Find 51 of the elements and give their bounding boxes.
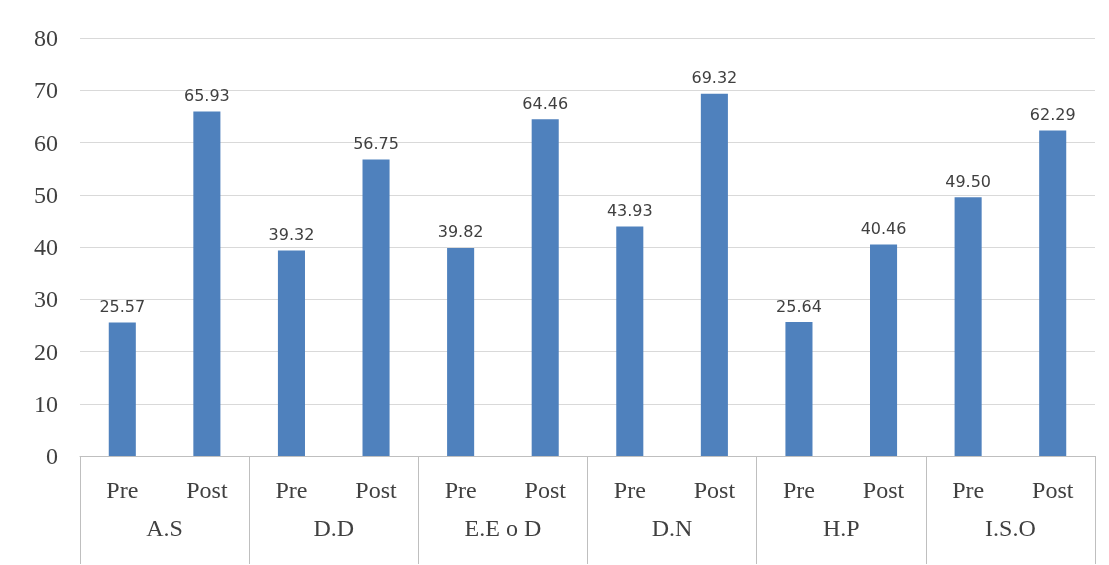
bar: [1039, 130, 1067, 456]
x-tick-label: Post: [524, 477, 567, 503]
bar: [193, 111, 221, 456]
text: D.D: [313, 515, 355, 541]
data-label: 39.82: [437, 222, 484, 242]
data-label: 25.57: [99, 296, 146, 316]
data-label: 62.29: [1029, 105, 1076, 125]
x-tick-label: Post: [693, 477, 736, 503]
bar: [277, 250, 305, 456]
text: I.S.O: [985, 515, 1036, 541]
x-tick-label: Pre: [952, 477, 985, 503]
bar: [362, 159, 390, 456]
bar: [870, 244, 898, 456]
x-tick-label: Post: [355, 477, 398, 503]
y-tick-label: 60: [34, 129, 58, 156]
x-tick-label: Pre: [106, 477, 139, 503]
bar: [447, 247, 475, 456]
y-tick-label: 30: [34, 286, 58, 313]
x-tick-label: Pre: [275, 477, 308, 503]
y-tick-label: 70: [34, 77, 58, 104]
x-tick-label: Pre: [782, 477, 815, 503]
y-tick-label: 80: [34, 25, 58, 51]
x-tick-label: Post: [186, 477, 228, 503]
data-label: 65.93: [183, 86, 230, 106]
bar: [531, 119, 559, 456]
text: H.P: [822, 515, 860, 541]
y-tick-label: 40: [34, 234, 58, 260]
data-label: 69.32: [691, 68, 738, 88]
text: D.N: [651, 515, 693, 541]
y-tick-label: 20: [34, 338, 58, 365]
y-tick-label: 10: [34, 390, 58, 417]
data-label: 49.50: [945, 171, 992, 191]
data-label: 64.46: [522, 93, 569, 113]
bar: [785, 322, 813, 456]
y-tick-label: 0: [46, 443, 58, 469]
text: A.S: [146, 515, 183, 541]
bar: [108, 322, 136, 456]
data-label: 39.32: [268, 225, 315, 245]
x-tick-label: Pre: [444, 477, 477, 503]
data-label: 25.64: [776, 296, 822, 316]
data-label: 43.93: [606, 200, 653, 220]
y-tick-label: 50: [34, 181, 58, 208]
data-label: 40.46: [860, 219, 907, 239]
x-tick-label: Post: [1032, 477, 1074, 503]
bar: [700, 93, 728, 456]
data-label: 56.75: [353, 133, 399, 153]
bar: [954, 197, 982, 456]
x-tick-label: Post: [862, 477, 905, 503]
bar: [616, 226, 644, 456]
text: E.E o D: [464, 515, 542, 541]
x-tick-label: Pre: [613, 477, 646, 503]
